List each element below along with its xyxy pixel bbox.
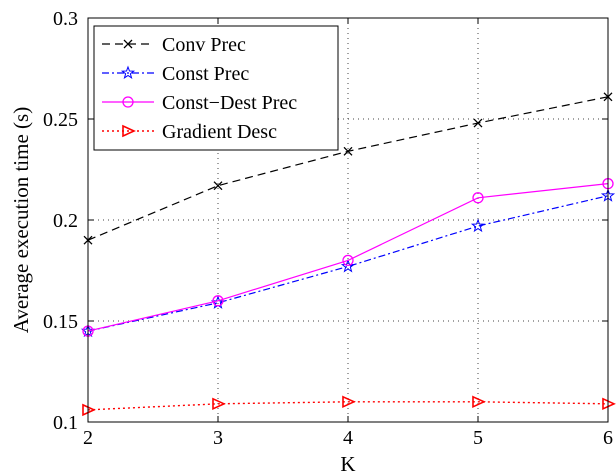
legend-label: Gradient Desc: [162, 121, 277, 143]
data-point-marker: [342, 254, 354, 267]
data-point-marker: [472, 395, 486, 409]
legend-marker: [120, 65, 136, 80]
legend-marker: [123, 39, 133, 49]
y-tick-label: 0.1: [53, 412, 78, 434]
legend-entry: Const Prec: [102, 63, 249, 85]
data-point-marker: [342, 395, 356, 409]
x-tick-label: 3: [213, 427, 223, 449]
y-axis-title: Average execution time (s): [9, 107, 33, 333]
legend: Conv Prec Const Prec Const−Dest Prec Gradie…: [93, 25, 339, 151]
y-tick-label: 0.25: [43, 109, 78, 131]
grid-lines: [88, 18, 608, 422]
x-tick-label: 6: [603, 427, 613, 449]
legend-label: Conv Prec: [162, 34, 246, 56]
series-circle: [82, 177, 614, 337]
legend-box: [93, 25, 339, 151]
x-tick-label: 4: [343, 427, 353, 449]
data-point-marker: [213, 181, 223, 191]
data-point-marker: [470, 218, 486, 233]
series-line: [87, 183, 609, 332]
data-point-marker: [212, 397, 226, 411]
series-line: [87, 401, 609, 411]
legend-marker: [122, 96, 134, 108]
y-tick-label: 0.15: [43, 311, 78, 333]
axis-ticks: 2 3 4 5 6 0.1 0.15 0.2 0.25 0.3: [43, 8, 613, 449]
legend-entry: Const−Dest Prec: [102, 92, 297, 114]
data-point-marker: [212, 295, 224, 307]
series-layer: [80, 92, 616, 417]
series-triangle-right: [82, 395, 616, 417]
legend-label: Const Prec: [162, 63, 249, 85]
data-point-marker: [343, 146, 353, 156]
legend-marker: [122, 124, 136, 138]
data-point-marker: [473, 118, 483, 128]
x-axis-title: K: [340, 452, 355, 476]
x-tick-label: 2: [83, 427, 93, 449]
y-tick-label: 0.2: [53, 210, 78, 232]
x-tick-label: 5: [473, 427, 483, 449]
legend-label: Const−Dest Prec: [162, 92, 297, 114]
legend-entry: Gradient Desc: [102, 121, 277, 143]
data-point-marker: [340, 259, 356, 273]
y-tick-label: 0.3: [53, 8, 78, 30]
data-point-marker: [472, 192, 484, 204]
legend-entry: Conv Prec: [102, 34, 246, 56]
